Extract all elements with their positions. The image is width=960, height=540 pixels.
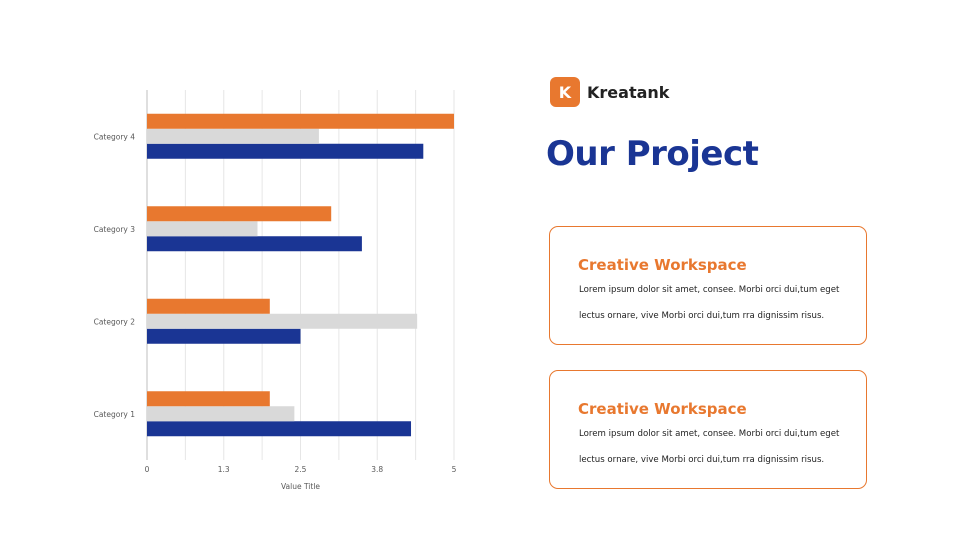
- card-title: Creative Workspace: [578, 256, 747, 274]
- brand-logo-letter: K: [558, 82, 572, 102]
- project-card-2: Creative Workspace Lorem ipsum dolor sit…: [549, 370, 867, 489]
- chart-category-label: Category 3: [94, 225, 136, 234]
- chart-x-tick-label: 0: [145, 465, 150, 474]
- chart-bar: [147, 113, 454, 129]
- chart-bar: [147, 313, 418, 329]
- chart-bar: [147, 328, 301, 344]
- chart-x-axis-title: Value Title: [281, 482, 320, 491]
- bar-chart: 0 1.3 2.5 3.8 5 Value Title Category 1 Category…: [94, 90, 457, 491]
- card-text-line: Lorem ipsum dolor sit amet, consee. Morb…: [579, 285, 840, 295]
- chart-category-label: Category 2: [94, 317, 136, 326]
- chart-bar: [147, 236, 362, 252]
- chart-category-label: Category 1: [94, 410, 136, 419]
- chart-bar: [147, 391, 270, 407]
- bar-chart-svg: 0 1.3 2.5 3.8 5 Value Title Category 1 Category…: [94, 90, 457, 491]
- chart-bar: [147, 298, 270, 314]
- chart-bar: [147, 406, 295, 422]
- card-text-line: Lorem ipsum dolor sit amet, consee. Morb…: [579, 429, 840, 439]
- chart-bar: [147, 221, 258, 237]
- brand-logo: K: [550, 77, 580, 107]
- project-card-1: Creative Workspace Lorem ipsum dolor sit…: [549, 226, 867, 345]
- card-text-line: lectus ornare, vive Morbi orci dui,tum r…: [579, 311, 825, 321]
- chart-x-tick-label: 2.5: [295, 465, 307, 474]
- chart-bar: [147, 421, 412, 437]
- chart-x-tick-label: 5: [452, 465, 457, 474]
- card-text-line: lectus ornare, vive Morbi orci dui,tum r…: [579, 455, 825, 465]
- chart-x-tick-label: 1.3: [218, 465, 230, 474]
- chart-bar: [147, 128, 319, 144]
- brand-name: Kreatank: [587, 82, 670, 102]
- chart-bar: [147, 206, 332, 222]
- brand: K Kreatank: [550, 77, 669, 107]
- chart-bar: [147, 143, 424, 159]
- page-title: Our Project: [546, 134, 759, 174]
- chart-category-label: Category 4: [94, 132, 136, 141]
- chart-x-tick-label: 3.8: [371, 465, 383, 474]
- card-title: Creative Workspace: [578, 400, 747, 418]
